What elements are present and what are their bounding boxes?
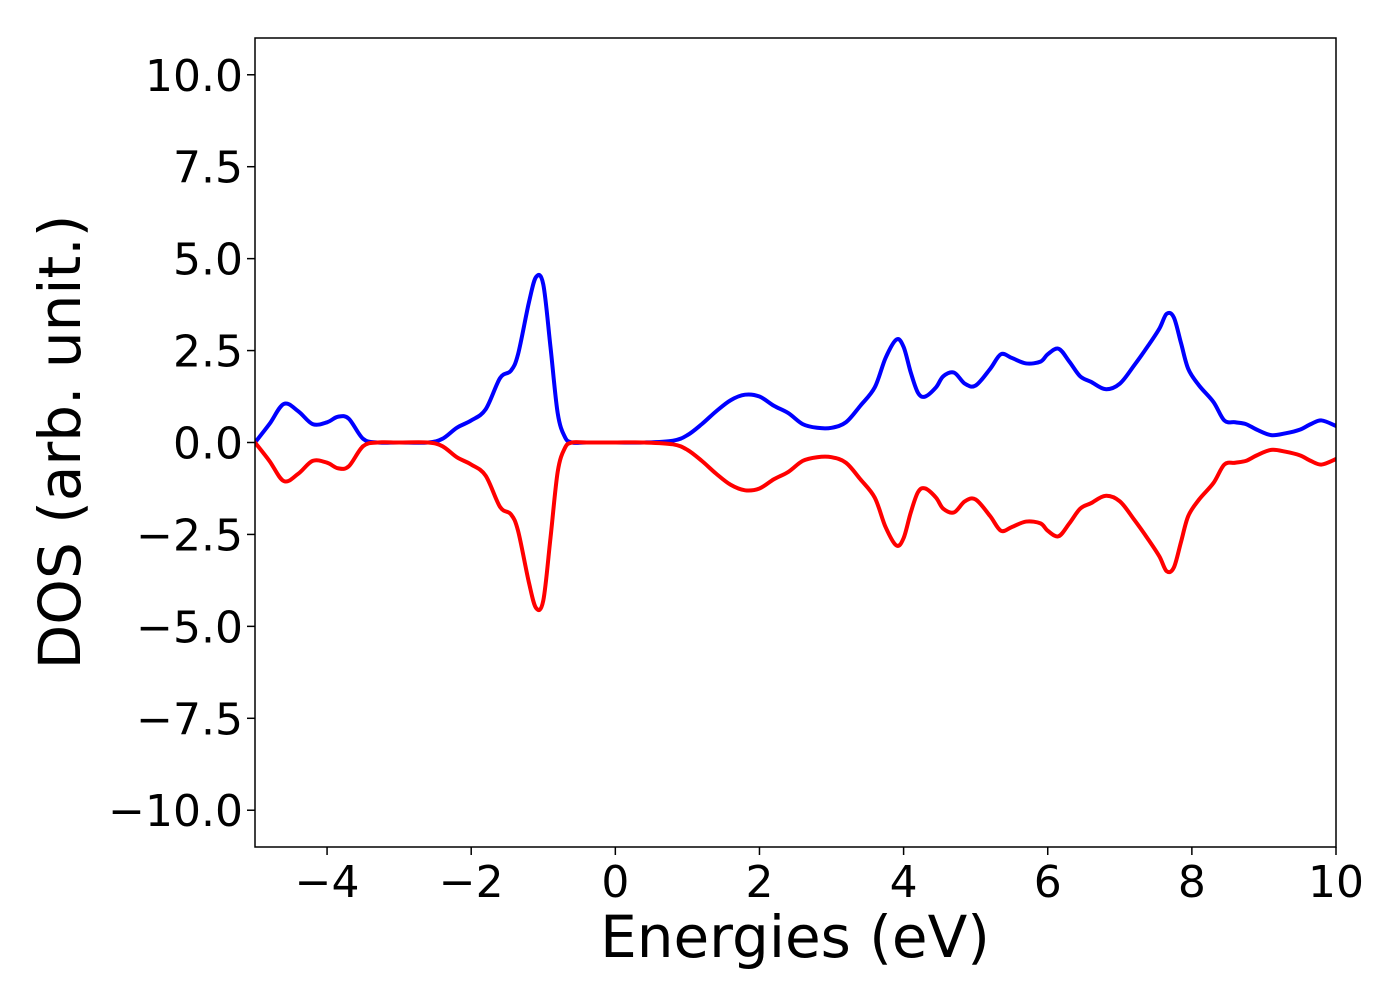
series-line-up bbox=[255, 273, 1336, 445]
series-layer bbox=[255, 273, 1336, 612]
y-tick-label: −10.0 bbox=[108, 786, 243, 837]
x-tick-label: 6 bbox=[1034, 857, 1062, 908]
x-tick-label: −4 bbox=[295, 857, 360, 908]
y-tick-label: −7.5 bbox=[136, 694, 243, 745]
x-tick-label: 10 bbox=[1308, 857, 1364, 908]
x-tick-label: 8 bbox=[1178, 857, 1206, 908]
y-tick-label: 2.5 bbox=[173, 327, 243, 378]
x-tick-label: 4 bbox=[890, 857, 918, 908]
x-tick-label: −2 bbox=[439, 857, 504, 908]
series-line-down bbox=[255, 440, 1336, 612]
y-axis-label: DOS (arb. unit.) bbox=[26, 215, 94, 670]
x-tick-label: 2 bbox=[745, 857, 773, 908]
y-tick-label: 0.0 bbox=[173, 419, 243, 470]
y-tick-label: 7.5 bbox=[173, 143, 243, 194]
y-tick-label: 10.0 bbox=[145, 51, 243, 102]
x-axis-label: Energies (eV) bbox=[600, 903, 990, 971]
y-tick-label: −2.5 bbox=[136, 510, 243, 561]
x-tick-label: 0 bbox=[601, 857, 629, 908]
ticks-layer: −4 −2 0 2 4 6 8 10 −10.0 −7.5 −5.0 −2.5 0.0 2.5 5.0 7.5… bbox=[108, 51, 1364, 908]
y-tick-label: −5.0 bbox=[136, 602, 243, 653]
y-tick-label: 5.0 bbox=[173, 235, 243, 286]
